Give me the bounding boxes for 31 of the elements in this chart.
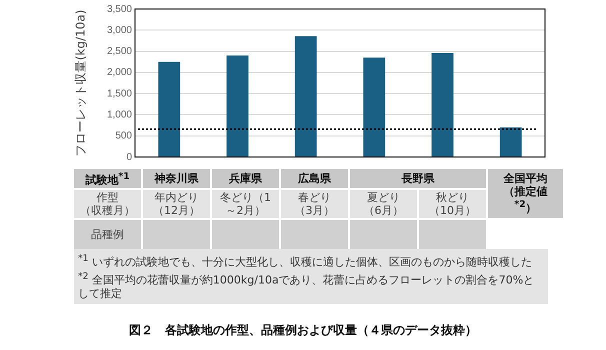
text: 図２ 各試験地の作型、品種例および収量（４県のデータ抜粋） [128,322,478,339]
text: 作型（収穫月） [74,190,141,218]
text: 神奈川県 [143,169,210,188]
text: 広島県 [281,169,348,188]
y-tick-label: 2,000 [106,67,132,78]
bar [432,52,454,156]
y-tick-label: 3,000 [106,24,132,36]
x-tick-label: 全国平均（推定値$^{*2}$） [488,169,563,218]
x-tick-label: 秋どり（10月） [419,190,486,218]
text: 試験地$^{*1}$ [74,169,141,188]
bar [226,56,248,156]
text: 品種例 [74,220,141,250]
x-tick-label: 春どり（3月） [281,190,348,218]
text: 長野県 [350,169,486,188]
x-tick-label: 冬どり（1～2月） [212,190,279,218]
bar [500,127,522,156]
y-tick-label: 1,000 [106,109,132,120]
y-tick-label: 500 [115,130,132,142]
y-tick-label: 3,500 [106,4,132,15]
y-tick-label: 1,500 [106,88,132,100]
y-tick-label: 0 [126,152,132,163]
bar [294,36,317,156]
text: $^{*2}$ 全国平均の花蕾収量が約1000kg/10aであり、花蕾に占めるフローレットの割合を70%として推定 [78,270,534,300]
text: 兵庫県 [212,169,279,188]
y-tick-label: 2,500 [106,46,132,58]
text: $^{*1}$ いずれの試験地でも、十分に大型化し、収穫に適した個体、区画のものから随時収穫した [78,253,532,269]
bar [158,62,180,156]
y-axis-title: フローレット収量(kg/10a) [73,10,88,156]
bar [363,58,386,156]
x-tick-label: 年内どり（12月） [143,190,210,218]
x-tick-label: 夏どり（6月） [350,190,417,218]
